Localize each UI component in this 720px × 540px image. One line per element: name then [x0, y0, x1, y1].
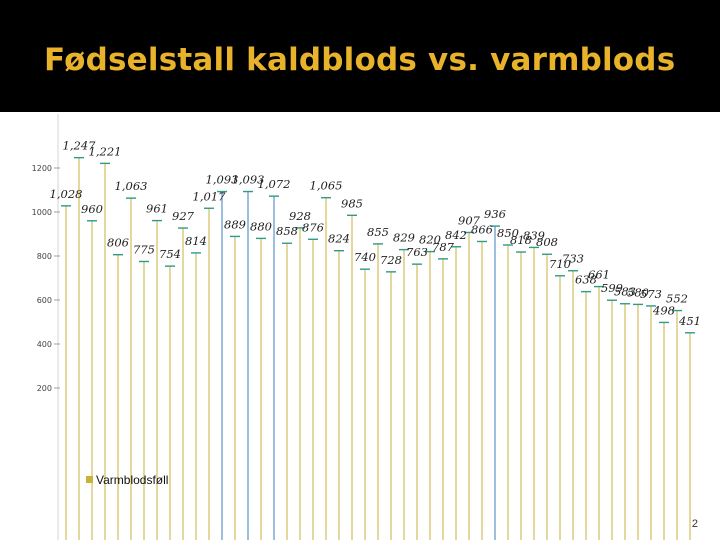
data-label: 928	[289, 209, 311, 223]
data-label: 850	[497, 226, 519, 240]
data-labels: 1,028 1,247 960 1,221 806 1,063 775 961 754 927 81…	[50, 139, 701, 328]
data-label: 858	[276, 224, 298, 238]
data-label: 985	[341, 196, 363, 210]
data-label: 583	[614, 285, 636, 299]
data-label: 808	[536, 235, 558, 249]
y-tick-label: 400	[37, 340, 52, 349]
title-bar	[0, 0, 720, 112]
data-label: 775	[133, 243, 155, 257]
y-tick-label: 1000	[32, 208, 52, 217]
data-label: 839	[523, 228, 545, 242]
slide-title: Fødselstall kaldblods vs. varmblods	[44, 42, 676, 78]
data-label: 829	[393, 231, 415, 245]
data-label: 842	[445, 228, 467, 242]
data-label: 580	[627, 285, 649, 299]
data-label: 733	[562, 252, 584, 266]
data-label: 710	[549, 257, 571, 271]
data-label: 1,028	[50, 187, 83, 201]
drop-lines	[65, 157, 691, 540]
data-label: 880	[250, 219, 272, 233]
y-tick-label: 800	[37, 252, 52, 261]
data-label: 1,063	[115, 179, 148, 193]
data-label: 754	[159, 247, 181, 261]
y-tick-label: 200	[37, 384, 52, 393]
data-label: 1,017	[193, 189, 227, 203]
data-label: 599	[601, 281, 623, 295]
data-label: 498	[652, 303, 675, 317]
data-label: 1,093	[206, 173, 239, 187]
data-label: 824	[328, 232, 350, 246]
data-label: 927	[172, 209, 195, 223]
data-label: 855	[367, 225, 389, 239]
y-tick-label: 600	[37, 296, 52, 305]
data-label: 451	[678, 314, 701, 328]
data-label: 818	[510, 233, 532, 247]
y-axis: 200 400 600 800 1000 1200	[32, 164, 52, 393]
data-label: 820	[419, 233, 441, 247]
legend: Varmblodsføll	[86, 473, 168, 487]
data-label: 806	[107, 236, 129, 250]
data-label: 763	[406, 245, 428, 259]
legend-label: Varmblodsføll	[96, 473, 168, 487]
data-label: 936	[484, 207, 506, 221]
data-label: 960	[81, 202, 103, 216]
data-label: 1,221	[89, 144, 122, 158]
data-label: 961	[146, 202, 168, 216]
data-label: 1,072	[258, 177, 291, 191]
data-markers	[61, 156, 695, 334]
data-label: 876	[302, 220, 324, 234]
slide-number: 2	[691, 518, 698, 530]
data-label: 740	[354, 250, 376, 264]
data-label: 889	[224, 217, 246, 231]
data-label: 573	[640, 287, 662, 301]
y-tick-label: 1200	[32, 164, 52, 173]
data-label: 866	[471, 222, 493, 236]
chart: 1,028 1,247 960 1,221 806 1,063 775 961 754 927 81…	[32, 114, 701, 540]
data-label: 814	[185, 234, 207, 248]
data-label: 728	[380, 253, 402, 267]
legend-swatch	[86, 476, 93, 483]
data-label: 1,093	[232, 173, 265, 187]
data-label: 661	[588, 268, 610, 282]
data-label: 787	[432, 240, 455, 254]
data-label: 907	[458, 213, 481, 227]
data-label: 638	[575, 273, 597, 287]
data-label: 1,065	[310, 179, 343, 193]
data-label: 1,247	[63, 139, 97, 153]
data-label: 552	[666, 292, 688, 306]
